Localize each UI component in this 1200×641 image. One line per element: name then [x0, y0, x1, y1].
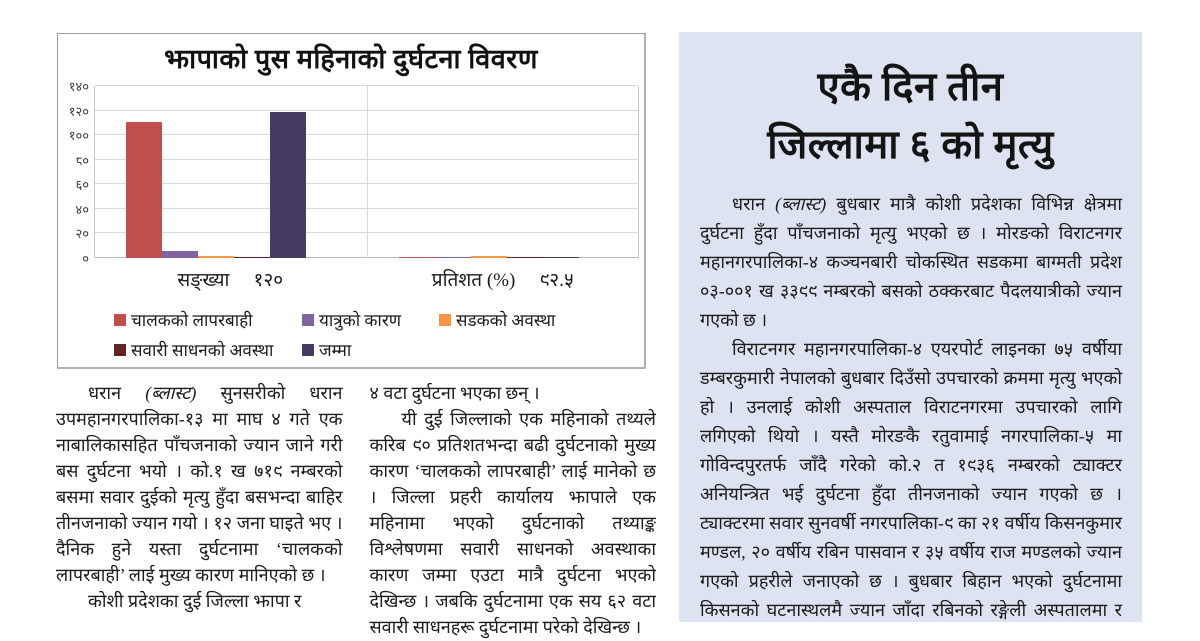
legend-swatch-icon: [114, 313, 126, 326]
text-run: कोशी प्रदेशका दुई जिल्ला झापा र: [88, 591, 302, 611]
text-run: धरान: [88, 383, 146, 403]
y-tick-label: १००: [68, 128, 89, 144]
paragraph: यी दुई जिल्लाको एक महिनाको तथ्यले करिब ९…: [370, 406, 657, 640]
bar-सडकको अवस्था: [198, 255, 234, 258]
bar-जम्मा: [542, 256, 579, 258]
legend-label: सवारी साधनको अवस्था: [131, 341, 274, 360]
y-tick-label: १४०: [68, 79, 89, 94]
paragraph: विराटनगर महानगरपालिका-४ एयरपोर्ट लाइनका …: [700, 335, 1122, 622]
headline-line-2: जिल्लामा ६ को मृत्यु: [767, 122, 1054, 167]
y-tick-label: ६०: [75, 177, 89, 193]
legend-label: जम्मा: [319, 341, 352, 360]
legend-item-जम्मा: जम्मा: [302, 338, 351, 361]
bar-group-1: [95, 86, 367, 258]
text-run: बुधबार मात्रै कोशी प्रदेशका विभिन्न क्षे…: [700, 194, 1122, 330]
legend-item-यात्रुको कारण: यात्रुको कारण: [302, 308, 401, 331]
legend-label: यात्रुको कारण: [319, 311, 402, 330]
legend-label: चालकको लापरबाही: [131, 311, 253, 330]
text-run: ४ वटा दुर्घटना भएका छन् ।: [369, 383, 540, 403]
chart-title: झापाको पुस महिनाको दुर्घटना विवरण: [164, 44, 538, 74]
text-run: धरान: [732, 194, 776, 214]
paragraph: कोशी प्रदेशका दुई जिल्ला झापा र: [56, 588, 343, 614]
text-run: विराटनगर महानगरपालिका-४ एयरपोर्ट लाइनका …: [700, 339, 1122, 620]
bar-सवारी साधनको अवस्था: [506, 256, 543, 258]
highlighted-article: एकै दिन तीन जिल्लामा ६ को मृत्यु धरान (ब…: [679, 32, 1142, 622]
y-tick-label: ४०: [75, 201, 89, 217]
paragraph: ४ वटा दुर्घटना भएका छन् ।: [370, 380, 657, 406]
left-article-column-1: धरान (ब्लास्ट) सुनसरीको धरान उपमहानगरपाल…: [56, 380, 343, 641]
bar-चालकको लापरबाही: [126, 121, 162, 258]
article-headline: एकै दिन तीन जिल्लामा ६ को मृत्यु: [679, 58, 1142, 174]
y-tick-label: ०: [82, 251, 89, 266]
text-run: यी दुई जिल्लाको एक महिनाको तथ्यले करिब ९…: [369, 409, 657, 637]
accident-bar-chart: झापाको पुस महिनाको दुर्घटना विवरण १४० १२०…: [57, 33, 646, 369]
legend-swatch-icon: [439, 313, 451, 326]
x-category-label: सङ्ख्या: [177, 270, 230, 291]
chart-plot-area: १४० १२० १०० ८० ६० ४० २० ०: [69, 79, 639, 266]
legend-item-सवारी साधनको अवस्था: सवारी साधनको अवस्था: [114, 338, 273, 361]
bar-चालकको लापरबाही: [398, 256, 435, 258]
y-tick-label: ८०: [75, 152, 89, 168]
legend-item-चालकको लापरबाही: चालकको लापरबाही: [114, 308, 253, 331]
legend-swatch-icon: [302, 313, 314, 326]
bar-group-2: [366, 86, 639, 258]
x-category-label: प्रतिशत (%): [431, 270, 516, 291]
x-label-group-2: प्रतिशत (%) ९२.५: [367, 266, 640, 292]
bar-जम्मा: [270, 111, 306, 258]
chart-bar-groups: [95, 86, 638, 258]
left-article-column-2: ४ वटा दुर्घटना भएका छन् । यी दुई जिल्लाको…: [370, 380, 657, 641]
chart-x-axis-labels: सङ्ख्या १२० प्रतिशत (%) ९२.५: [94, 266, 639, 292]
y-tick-label: २०: [75, 226, 89, 242]
legend-label: सडकको अवस्था: [456, 311, 556, 330]
legend-swatch-icon: [302, 343, 314, 356]
x-label-group-1: सङ्ख्या १२०: [94, 266, 367, 292]
bar-सवारी साधनको अवस्था: [234, 256, 270, 258]
article-body: धरान (ब्लास्ट) बुधबार मात्रै कोशी प्रदेश…: [679, 190, 1142, 622]
bar-यात्रुको कारण: [434, 257, 471, 258]
headline-line-1: एकै दिन तीन: [817, 64, 1004, 109]
y-tick-label: १२०: [68, 103, 89, 119]
bar-सडकको अवस्था: [470, 256, 507, 258]
paragraph: धरान (ब्लास्ट) सुनसरीको धरान उपमहानगरपाल…: [56, 380, 343, 588]
left-article: धरान (ब्लास्ट) सुनसरीको धरान उपमहानगरपाल…: [56, 380, 656, 641]
x-category-value: १२०: [253, 270, 284, 291]
paragraph: धरान (ब्लास्ट) बुधबार मात्रै कोशी प्रदेश…: [700, 190, 1122, 335]
x-category-value: ९२.५: [539, 270, 574, 291]
text-run: सुनसरीको धरान उपमहानगरपालिका-१३ मा माघ ४…: [56, 383, 343, 585]
text-run: (ब्लास्ट): [775, 194, 827, 214]
gridline-140: [95, 85, 638, 86]
legend-item-सडकको अवस्था: सडकको अवस्था: [439, 308, 555, 331]
chart-legend: चालकको लापरबाही यात्रुको कारण सडकको अवस्था…: [58, 302, 644, 366]
bar-यात्रुको कारण: [162, 250, 198, 258]
legend-swatch-icon: [114, 343, 126, 356]
text-run: (ब्लास्ट): [145, 383, 197, 403]
